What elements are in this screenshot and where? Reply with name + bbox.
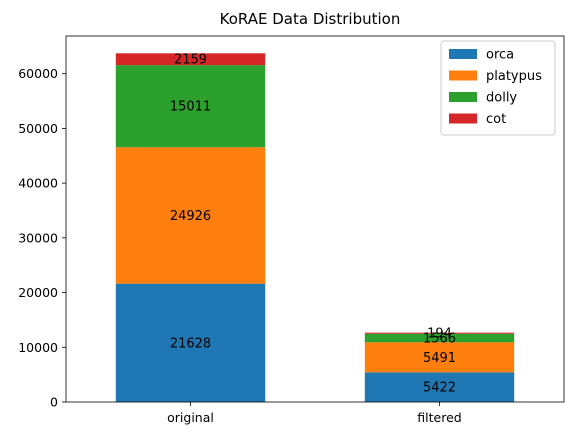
legend-box <box>440 40 556 136</box>
legend-label: orca <box>486 48 514 63</box>
bar-value-label: 5491 <box>423 351 456 366</box>
y-tick-label: 50000 <box>18 121 58 136</box>
bar-cot-original <box>115 53 266 66</box>
bar-platypus-filtered <box>364 342 515 373</box>
plot-frame <box>65 35 565 403</box>
bar-platypus-original <box>115 147 266 284</box>
bar-value-label: 24926 <box>170 209 211 224</box>
y-tick-label: 20000 <box>18 285 58 300</box>
chart-title: KoRAE Data Distribution <box>220 10 401 28</box>
bar-orca-original <box>115 283 266 402</box>
legend: orca platypus dolly cot <box>440 40 556 136</box>
legend-swatch-platypus <box>449 70 477 81</box>
legend-label: cot <box>486 112 506 127</box>
legend-label: platypus <box>486 69 542 84</box>
x-axis: original filtered <box>167 402 462 425</box>
bar-cot-filtered <box>364 332 515 334</box>
bars-layer <box>115 53 515 402</box>
legend-swatch-orca <box>449 49 477 59</box>
y-tick-label: 60000 <box>18 66 58 81</box>
bar-value-label: 194 <box>427 327 452 342</box>
bar-value-label: 2159 <box>174 53 207 68</box>
legend-swatch-dolly <box>449 92 477 102</box>
legend-label: dolly <box>486 91 517 106</box>
bar-value-label: 21628 <box>170 336 211 351</box>
y-tick-label: 10000 <box>18 340 58 355</box>
x-tick-label: filtered <box>417 410 461 425</box>
y-axis: 0 10000 20000 30000 40000 50000 60000 <box>18 66 66 410</box>
bar-value-label: 1566 <box>423 331 456 346</box>
y-tick-label: 0 <box>50 395 58 410</box>
bar-value-label: 5422 <box>423 381 456 396</box>
bar-orca-filtered <box>364 372 515 402</box>
bar-dolly-original <box>115 65 266 148</box>
x-tick-label: original <box>167 410 214 425</box>
y-tick-label: 40000 <box>18 176 58 191</box>
bar-dolly-filtered <box>364 333 515 343</box>
y-tick-label: 30000 <box>18 230 58 245</box>
bar-value-label: 15011 <box>170 100 211 115</box>
legend-swatch-cot <box>449 113 477 124</box>
